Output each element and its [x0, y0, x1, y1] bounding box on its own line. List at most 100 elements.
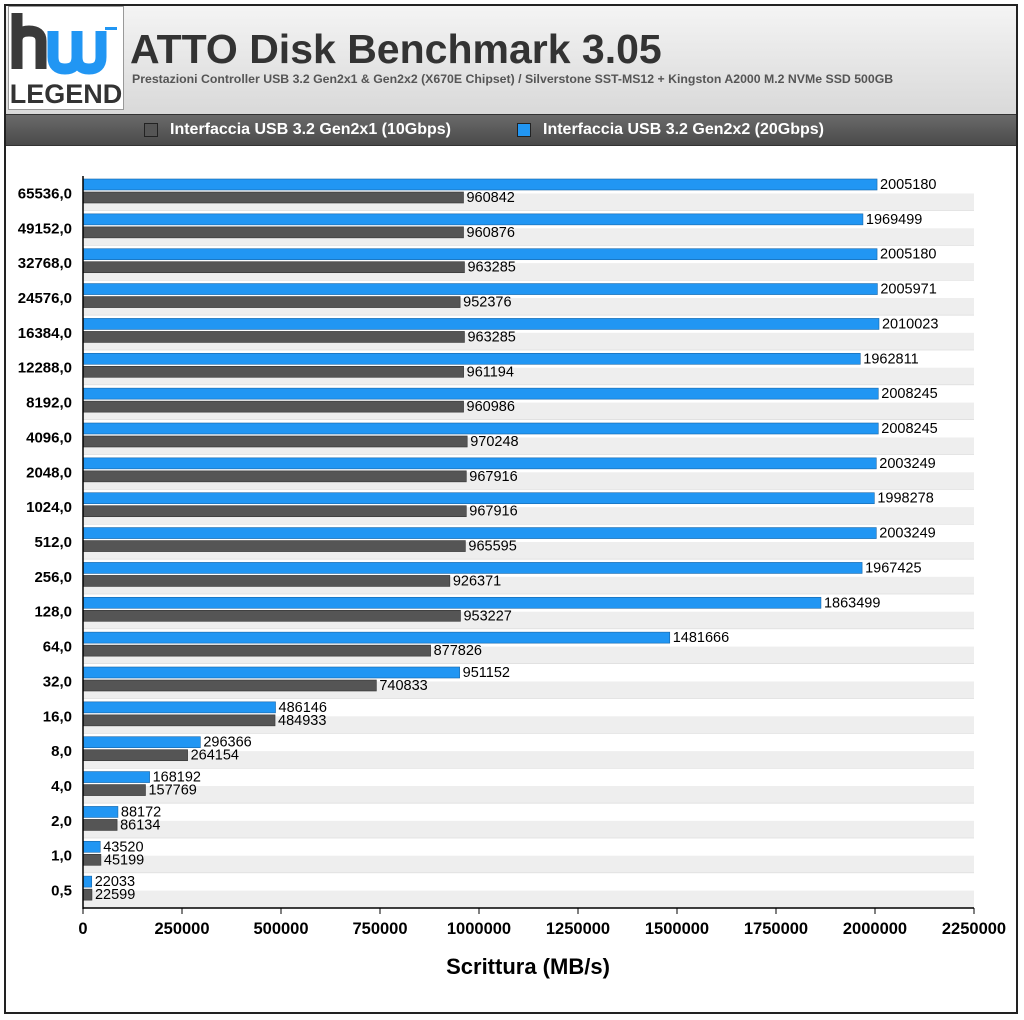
data-label-gen2x2: 2005180 — [880, 247, 936, 263]
bar-gen2x1 — [82, 261, 465, 274]
y-tick-label: 32768,0 — [18, 255, 72, 272]
y-tick-label: 2,0 — [51, 813, 72, 830]
logo-graphic: LEGEND — [9, 7, 123, 109]
svg-text:LEGEND: LEGEND — [10, 79, 123, 109]
legend-swatch-gen2x1 — [144, 123, 158, 137]
bar-gen2x2 — [82, 387, 879, 400]
data-label-gen2x2: 1969499 — [866, 212, 922, 228]
y-tick-label: 32,0 — [43, 673, 72, 690]
y-tick-label: 4096,0 — [26, 429, 72, 446]
bar-gen2x1 — [82, 540, 466, 552]
y-tick-label: 16,0 — [43, 708, 72, 725]
y-tick-label: 512,0 — [34, 534, 72, 551]
bar-gen2x2 — [82, 631, 671, 644]
row-band — [83, 716, 974, 734]
bar-gen2x2 — [82, 422, 879, 435]
bar-gen2x2 — [82, 875, 93, 888]
data-label-gen2x1: 157769 — [148, 783, 196, 799]
y-tick-label: 256,0 — [34, 569, 72, 586]
y-tick-label: 0,5 — [51, 883, 72, 900]
data-label-gen2x1: 960876 — [467, 225, 515, 241]
x-tick-label: 1000000 — [447, 920, 511, 938]
header: LEGEND ATTO Disk Benchmark 3.05 Prestazi… — [6, 6, 1016, 114]
legend-label-gen2x1: Interfaccia USB 3.2 Gen2x1 (10Gbps) — [170, 121, 451, 138]
legend-item-gen2x2: Interfaccia USB 3.2 Gen2x2 (20Gbps) — [517, 121, 824, 139]
bar-gen2x1 — [82, 888, 93, 901]
y-tick-label: 16384,0 — [18, 325, 72, 342]
row-band — [83, 873, 974, 891]
bar-gen2x2 — [82, 840, 101, 853]
row-band — [83, 838, 974, 856]
bar-gen2x2 — [82, 771, 150, 783]
x-tick-label: 250000 — [154, 920, 209, 938]
legend: Interfaccia USB 3.2 Gen2x1 (10Gbps) Inte… — [6, 114, 1016, 146]
bar-gen2x2 — [82, 701, 276, 714]
data-label-gen2x2: 168192 — [153, 770, 201, 786]
data-label-gen2x2: 1481666 — [673, 630, 729, 646]
bar-gen2x2 — [82, 736, 201, 749]
y-tick-label: 4,0 — [51, 778, 72, 795]
y-tick-label: 1024,0 — [26, 499, 72, 516]
x-tick-label: 1500000 — [645, 920, 709, 938]
bar-gen2x1 — [82, 679, 377, 692]
row-band — [83, 890, 974, 908]
bar-gen2x2 — [82, 596, 822, 609]
row-band — [83, 733, 974, 752]
bar-gen2x2 — [82, 318, 880, 330]
data-labels: 2005180 960842 1969499 960876 2005180 963285 2… — [95, 177, 939, 903]
data-label-gen2x2: 1863499 — [824, 595, 880, 611]
bar-gen2x2 — [82, 248, 878, 261]
bar-gen2x2 — [82, 806, 119, 818]
bar-gen2x1 — [82, 191, 464, 204]
bar-gen2x1 — [82, 331, 465, 343]
data-label-gen2x1: 952376 — [463, 295, 511, 311]
y-tick-label: 49152,0 — [18, 220, 72, 237]
chart-subtitle: Prestazioni Controller USB 3.2 Gen2x1 & … — [132, 72, 894, 86]
y-tick-label: 1,0 — [51, 848, 72, 865]
data-label-gen2x2: 2008245 — [881, 386, 937, 402]
bar-gen2x1 — [82, 296, 461, 308]
y-tick-labels: 65536,0 49152,0 32768,0 24576,0 16384,0 12288… — [18, 185, 72, 899]
data-label-gen2x2: 951152 — [463, 665, 510, 681]
data-label-gen2x2: 22033 — [95, 874, 135, 890]
data-label-gen2x1: 22599 — [95, 887, 135, 903]
y-tick-label: 65536,0 — [18, 185, 72, 202]
bar-gen2x1 — [82, 819, 118, 831]
data-label-gen2x1: 45199 — [104, 852, 144, 868]
legend-swatch-gen2x2 — [517, 123, 531, 137]
data-label-gen2x1: 740833 — [379, 678, 427, 694]
bar-gen2x2 — [82, 527, 877, 539]
row-band — [83, 855, 974, 874]
bar-gen2x2 — [82, 352, 861, 365]
bar-gen2x1 — [82, 853, 102, 866]
row-band — [83, 768, 974, 786]
data-label-gen2x1: 963285 — [467, 260, 515, 276]
x-axis: 0 250000 500000 750000 1000000 1250000 1500000… — [78, 176, 1006, 938]
data-label-gen2x1: 877826 — [434, 643, 482, 659]
bar-gen2x1 — [82, 470, 467, 483]
data-label-gen2x1: 86134 — [120, 817, 160, 833]
x-tick-label: 2250000 — [942, 920, 1006, 938]
data-label-gen2x2: 1967425 — [865, 560, 921, 576]
y-tick-label: 128,0 — [34, 604, 72, 621]
y-tick-label: 24576,0 — [18, 290, 72, 307]
bar-gen2x1 — [82, 784, 146, 796]
bar-gen2x1 — [82, 609, 461, 622]
data-label-gen2x1: 484933 — [278, 713, 326, 729]
data-label-gen2x2: 1998278 — [877, 491, 933, 507]
data-label-gen2x2: 2003249 — [879, 456, 935, 472]
data-label-gen2x2: 296366 — [203, 735, 251, 751]
data-label-gen2x1: 967916 — [469, 469, 517, 485]
row-band — [83, 786, 974, 804]
data-label-gen2x2: 2003249 — [879, 526, 935, 542]
bar-gen2x1 — [82, 226, 464, 239]
x-tick-label: 1250000 — [546, 920, 610, 938]
data-label-gen2x2: 2008245 — [881, 421, 937, 437]
chart-title: ATTO Disk Benchmark 3.05 — [130, 26, 662, 72]
y-tick-label: 12288,0 — [18, 360, 72, 377]
bar-gen2x1 — [82, 749, 188, 762]
data-label-gen2x2: 88172 — [121, 804, 161, 820]
data-label-gen2x1: 965595 — [468, 539, 516, 555]
bar-gen2x2 — [82, 213, 864, 226]
bar-gen2x2 — [82, 492, 875, 505]
